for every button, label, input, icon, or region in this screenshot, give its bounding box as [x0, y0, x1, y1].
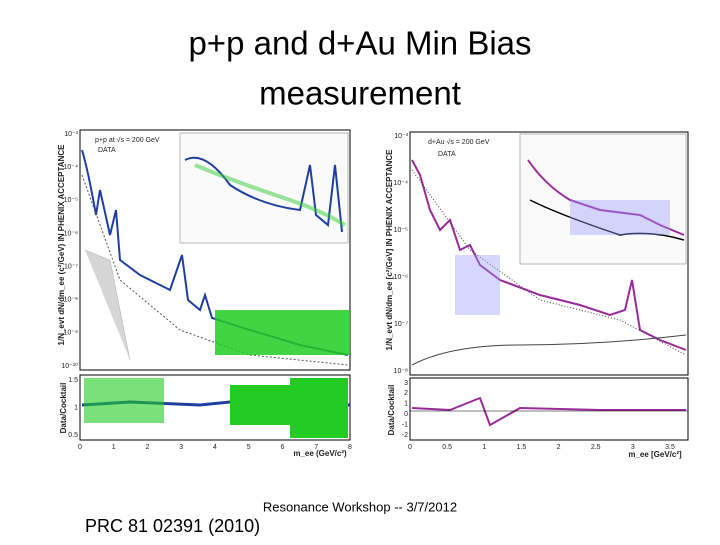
- legend-entry: DATA: [98, 147, 116, 154]
- y-tick-label: 10⁻³: [64, 131, 78, 138]
- y-tick-label: 10⁻⁸: [394, 368, 408, 375]
- x-tick-label: 4: [213, 444, 217, 451]
- ratio-axis-label: Data/Cocktail: [59, 383, 68, 434]
- ratio-frame: [409, 377, 689, 441]
- ratio-points: [411, 396, 686, 427]
- y-tick-label: 10⁻⁴: [64, 164, 79, 171]
- y-tick-label: 10⁻⁶: [394, 274, 408, 281]
- plot-label: d+Au √s = 200 GeV: [428, 138, 490, 146]
- x-tick-label: 3: [631, 444, 635, 451]
- ratio-axis-label: Data/Cocktail: [387, 385, 396, 436]
- inset-curve: [184, 156, 343, 233]
- x-tick-label: 0: [408, 444, 412, 451]
- ratio-tick-label: 1: [74, 404, 78, 411]
- systematic-band: [215, 310, 350, 355]
- y-tick-label: 10⁻¹⁰: [61, 362, 78, 370]
- ratio-tick-label: -2: [402, 432, 408, 439]
- inset-cocktail: [529, 199, 685, 241]
- ratio-tick-label: 1.5: [68, 377, 78, 384]
- ratio-tick-label: 2: [404, 390, 408, 397]
- right-plot: d+Au √s = 200 GeV DATA 1/N_evt dN/dm_ee …: [383, 128, 693, 460]
- x-axis-label: m_ee (GeV/c²): [293, 449, 347, 458]
- charm-curve: [411, 334, 687, 366]
- ratio-frame: [79, 374, 351, 441]
- y-tick-label: 10⁻⁷: [394, 321, 408, 328]
- footer: Resonance Workshop -- 3/7/2012: [263, 499, 457, 514]
- inset-band: [194, 163, 347, 227]
- y-axis-label: 1/N_evt dN/dm_ee [c²/GeV] IN PHENIX ACCE…: [385, 149, 394, 351]
- title-line: p+p and d+Au Min Bias: [188, 25, 531, 62]
- frame: [79, 129, 351, 371]
- x-tick-label: 3: [179, 444, 183, 451]
- inset-curve: [527, 159, 685, 236]
- cocktail-curve: [81, 174, 349, 366]
- y-tick-label: 10⁻⁴: [394, 180, 409, 187]
- data-curve: [411, 159, 687, 351]
- x-tick-label: 1: [482, 444, 486, 451]
- x-tick-label: 3.5: [665, 444, 675, 451]
- ratio-tick-label: 0.5: [68, 432, 78, 439]
- x-axis-label: m_ee [GeV/c²]: [628, 450, 682, 459]
- x-tick-label: 2.5: [591, 444, 601, 451]
- y-tick-label: 10⁻⁶: [64, 230, 78, 237]
- cocktail-band: [84, 249, 131, 361]
- x-tick-label: 2: [146, 444, 150, 451]
- ratio-tick-label: 0: [404, 411, 408, 418]
- legend-entry: DATA: [438, 151, 456, 158]
- y-tick-label: 10⁻⁵: [394, 227, 408, 234]
- x-tick-label: 8: [348, 444, 352, 451]
- y-tick-label: 10⁻⁷: [64, 263, 78, 270]
- inset: [519, 133, 687, 265]
- inset: [179, 132, 349, 244]
- left-plot: p+p at √s = 200 GeV DATA 1/N_evt dN/dm_e…: [55, 126, 355, 458]
- title-line: measurement: [259, 75, 461, 112]
- data-curve: [81, 149, 349, 356]
- x-tick-label: 1: [112, 444, 116, 451]
- x-tick-label: 2: [557, 444, 561, 451]
- ratio-tick-label: 3: [404, 380, 408, 387]
- y-axis-label: 1/N_evt dN/dm_ee (c²/GeV) IN PHENIX ACCE…: [57, 144, 66, 346]
- ratio-band: [230, 385, 290, 425]
- y-tick-label: 10⁻³: [394, 133, 408, 140]
- x-tick-label: 5: [247, 444, 251, 451]
- inset-band: [570, 200, 670, 235]
- systematic-band: [455, 255, 500, 315]
- x-tick-label: 7: [314, 444, 318, 451]
- y-tick-label: 10⁻⁸: [64, 297, 78, 304]
- x-tick-label: 0.5: [442, 444, 452, 451]
- ratio-tick-label: 1: [404, 401, 408, 408]
- frame: [409, 131, 689, 376]
- y-tick-label: 10⁻⁵: [64, 197, 78, 204]
- ratio-band: [290, 378, 348, 438]
- y-tick-label: 10⁻⁹: [64, 330, 78, 337]
- ratio-tick-label: -1: [402, 421, 408, 428]
- x-tick-label: 6: [281, 444, 285, 451]
- x-tick-label: 1.5: [517, 444, 527, 451]
- plot-label: p+p at √s = 200 GeV: [95, 136, 160, 144]
- ratio-band: [84, 378, 164, 423]
- citation: PRC 81 02391 (2010): [85, 516, 260, 536]
- x-tick-label: 0: [78, 444, 82, 451]
